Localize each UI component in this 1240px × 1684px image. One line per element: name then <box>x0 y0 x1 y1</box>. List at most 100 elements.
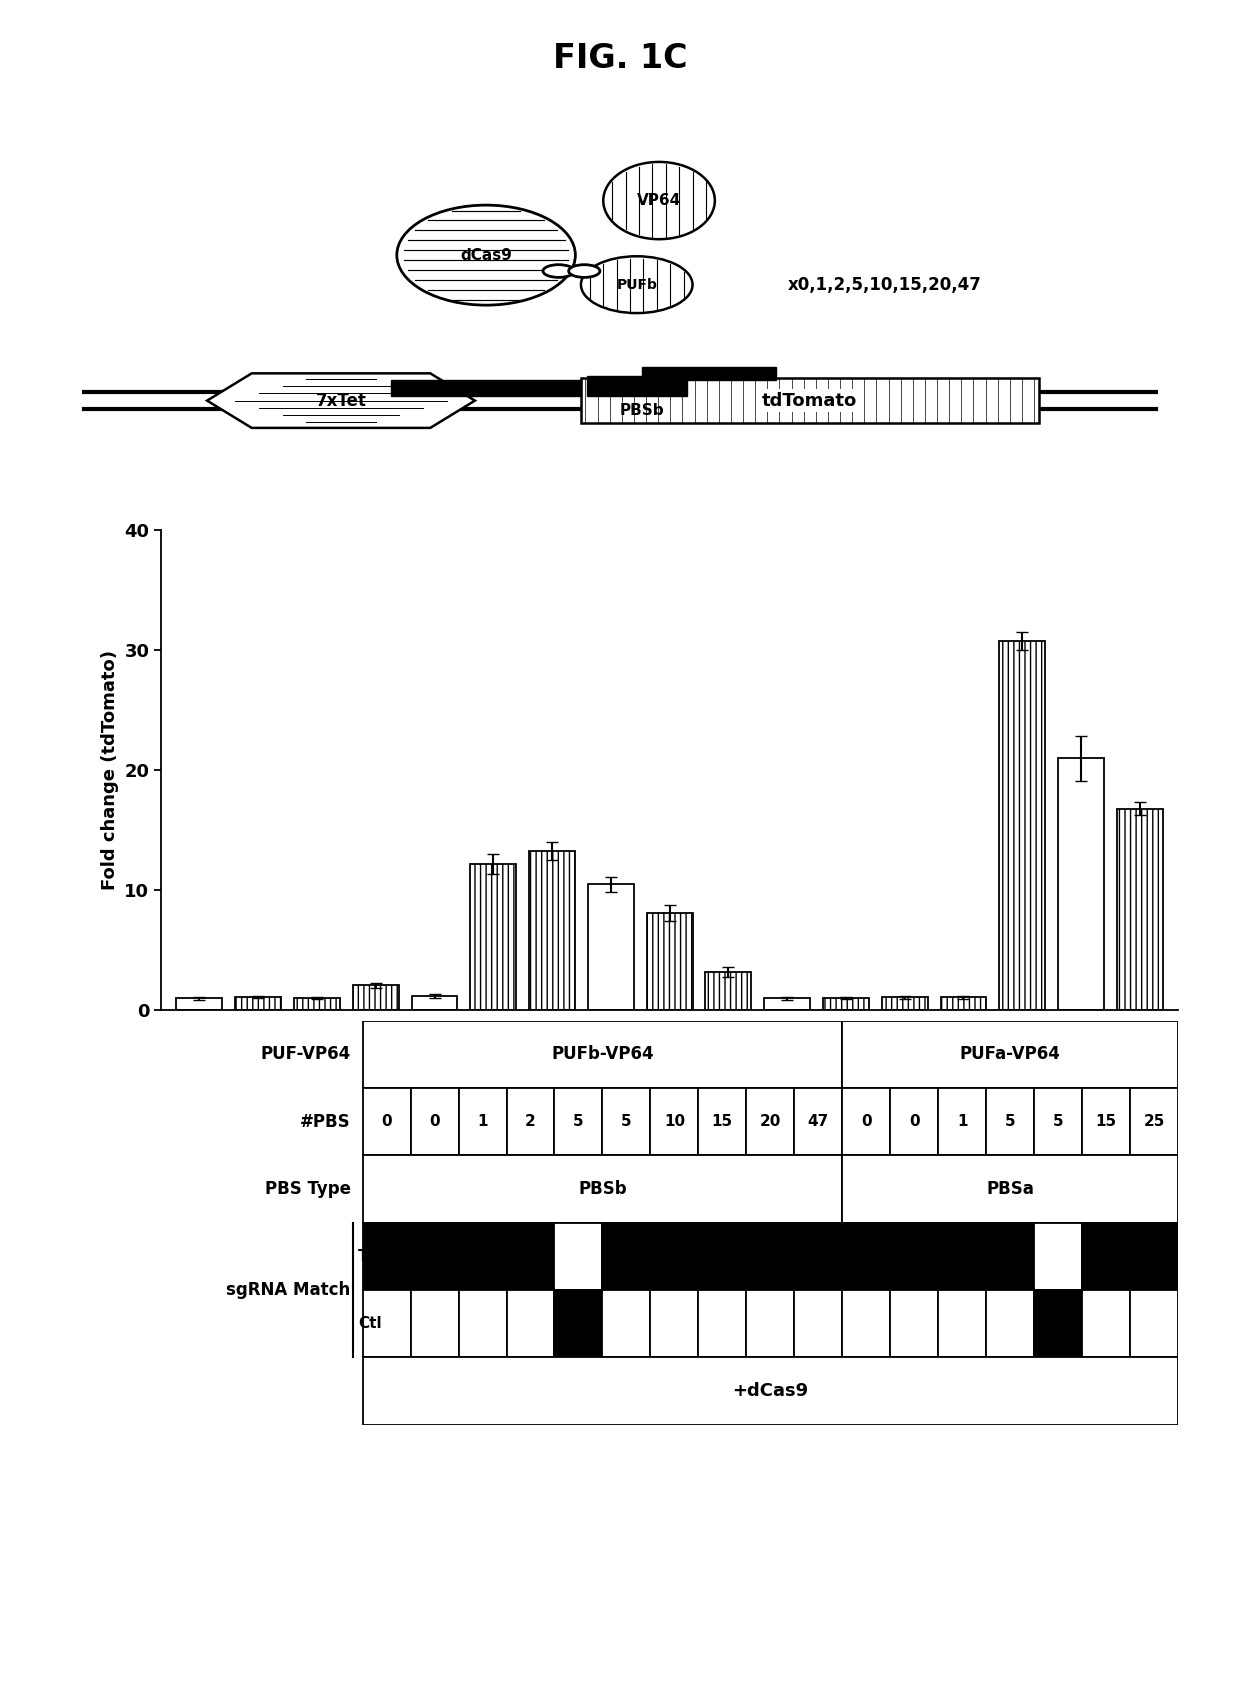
Bar <box>698 1088 746 1155</box>
Text: 5: 5 <box>621 1115 631 1128</box>
Bar <box>746 1290 795 1357</box>
Bar <box>795 1223 842 1290</box>
Bar <box>939 1088 986 1155</box>
Bar <box>890 1088 939 1155</box>
Bar <box>236 997 281 1010</box>
Bar <box>1117 808 1163 1010</box>
Text: PBSb: PBSb <box>578 1180 626 1197</box>
Bar <box>412 995 458 1010</box>
Ellipse shape <box>582 256 693 313</box>
Text: 5: 5 <box>1004 1115 1016 1128</box>
Bar <box>651 1290 698 1357</box>
Bar <box>1083 1088 1130 1155</box>
Bar <box>1130 1290 1178 1357</box>
Bar <box>362 1155 842 1223</box>
Text: tdTomato: tdTomato <box>763 392 857 409</box>
Bar <box>603 1223 651 1290</box>
Text: 0: 0 <box>909 1115 920 1128</box>
Bar <box>362 1088 410 1155</box>
Bar <box>603 1088 651 1155</box>
Text: 20: 20 <box>760 1115 781 1128</box>
Text: PBSa: PBSa <box>986 1180 1034 1197</box>
Text: 0: 0 <box>429 1115 440 1128</box>
Text: 7xTet: 7xTet <box>315 392 367 409</box>
Text: PUFb-VP64: PUFb-VP64 <box>551 1046 653 1063</box>
Bar <box>392 381 580 396</box>
Bar <box>651 1223 698 1290</box>
Ellipse shape <box>569 264 600 278</box>
Bar <box>986 1088 1034 1155</box>
Bar <box>353 985 398 1010</box>
Bar <box>941 997 986 1010</box>
Text: 25: 25 <box>1143 1115 1164 1128</box>
Bar <box>842 1290 890 1357</box>
Bar <box>362 1223 410 1290</box>
Bar <box>842 1088 890 1155</box>
Text: 5: 5 <box>573 1115 584 1128</box>
Bar <box>939 1223 986 1290</box>
Text: PUF-VP64: PUF-VP64 <box>260 1046 351 1063</box>
Bar <box>1034 1223 1083 1290</box>
Bar <box>554 1223 603 1290</box>
Bar <box>554 1290 603 1357</box>
Text: Tet: Tet <box>358 1250 384 1263</box>
Bar <box>176 999 222 1010</box>
Bar <box>651 1088 698 1155</box>
Bar <box>459 1290 506 1357</box>
Bar <box>890 1290 939 1357</box>
Bar <box>795 1290 842 1357</box>
Bar <box>459 1223 506 1290</box>
Text: PUFa-VP64: PUFa-VP64 <box>960 1046 1060 1063</box>
Bar <box>698 1223 746 1290</box>
Text: PBSb: PBSb <box>620 402 665 418</box>
Bar <box>603 1290 651 1357</box>
Text: 1: 1 <box>477 1115 487 1128</box>
Bar <box>890 1223 939 1290</box>
Bar <box>459 1088 506 1155</box>
Bar <box>999 642 1045 1010</box>
Text: #PBS: #PBS <box>300 1113 351 1130</box>
Bar <box>362 1021 842 1088</box>
Bar <box>642 367 776 381</box>
Y-axis label: Fold change (tdTomato): Fold change (tdTomato) <box>100 650 119 891</box>
Bar <box>986 1290 1034 1357</box>
Bar <box>470 864 516 1010</box>
Bar <box>506 1223 554 1290</box>
Text: 15: 15 <box>1095 1115 1116 1128</box>
Text: Ctl: Ctl <box>358 1317 382 1330</box>
Text: +dCas9: +dCas9 <box>733 1383 808 1399</box>
Bar <box>1058 758 1104 1010</box>
Bar <box>698 1290 746 1357</box>
Bar <box>587 376 687 396</box>
Text: 0: 0 <box>382 1115 392 1128</box>
Text: dCas9: dCas9 <box>460 248 512 263</box>
Ellipse shape <box>543 264 574 278</box>
Bar <box>410 1290 459 1357</box>
Text: PBS Type: PBS Type <box>264 1180 351 1197</box>
Ellipse shape <box>397 205 575 305</box>
Text: PUFb: PUFb <box>616 278 657 291</box>
Bar <box>410 1223 459 1290</box>
Bar <box>746 1223 795 1290</box>
Text: VP64: VP64 <box>637 194 681 209</box>
Bar <box>506 1088 554 1155</box>
Bar <box>764 999 810 1010</box>
Text: sgRNA Match: sgRNA Match <box>227 1282 351 1298</box>
Bar <box>554 1088 603 1155</box>
Polygon shape <box>207 374 475 428</box>
Bar <box>410 1088 459 1155</box>
Bar <box>1130 1088 1178 1155</box>
Bar <box>588 884 634 1010</box>
Text: FIG. 1C: FIG. 1C <box>553 42 687 76</box>
Bar <box>795 1088 842 1155</box>
Bar <box>842 1021 1178 1088</box>
Text: 2: 2 <box>525 1115 536 1128</box>
Bar <box>1130 1223 1178 1290</box>
Bar <box>842 1155 1178 1223</box>
Bar <box>362 1290 410 1357</box>
Bar <box>362 1357 1178 1425</box>
Bar <box>939 1290 986 1357</box>
Bar <box>580 377 1039 423</box>
Bar <box>706 972 751 1010</box>
Text: 1: 1 <box>957 1115 967 1128</box>
